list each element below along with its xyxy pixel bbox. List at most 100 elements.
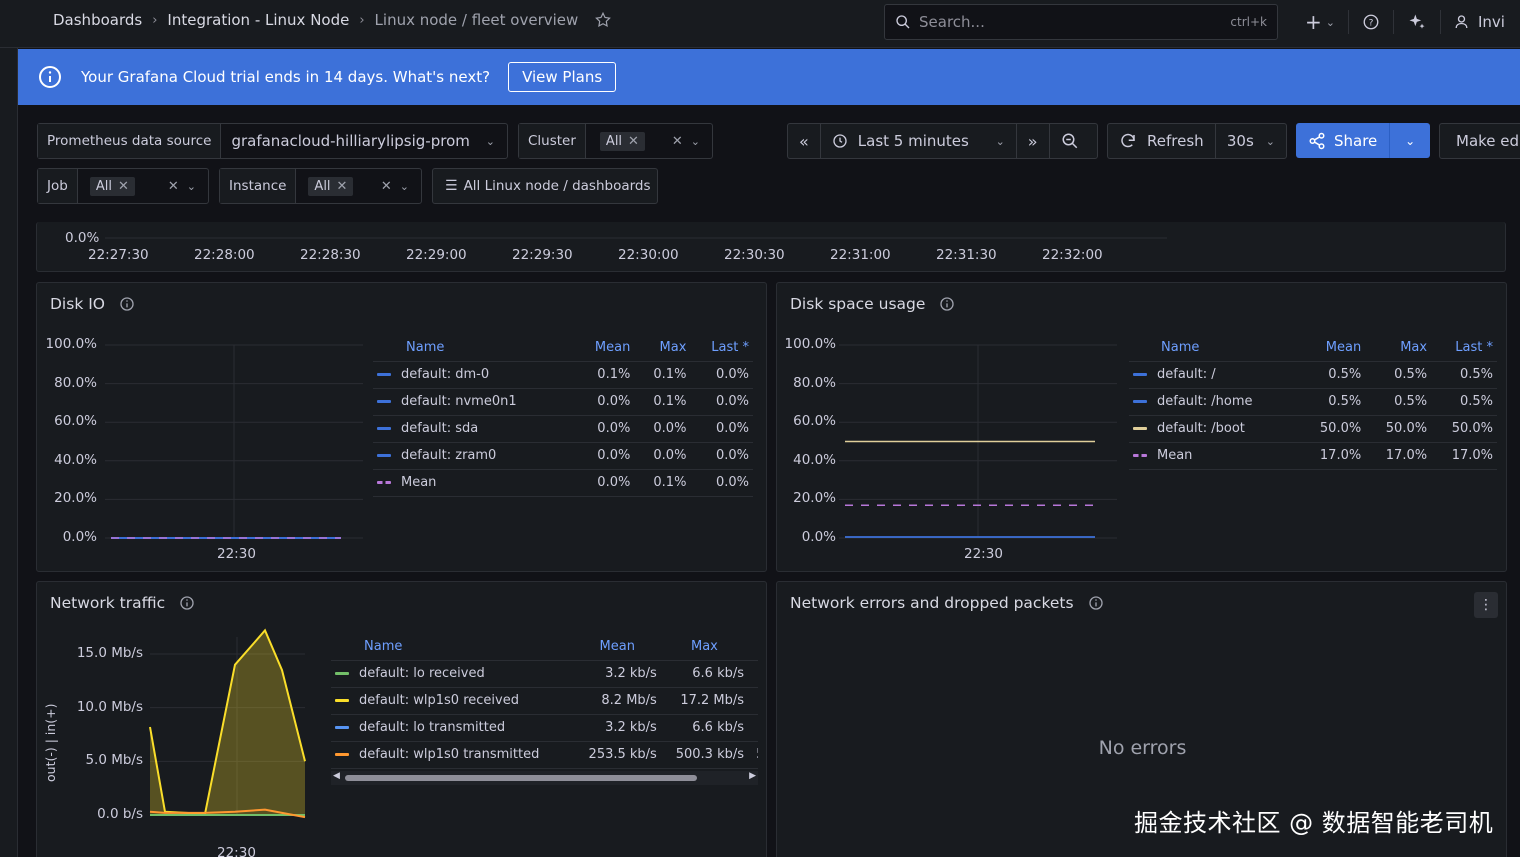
x-tick: 22:32:00 — [1042, 247, 1103, 263]
legend-row[interactable]: default: zram0 0.0% 0.0% 0.0% — [373, 442, 753, 470]
cluster-chip[interactable]: All ✕ — [599, 131, 645, 151]
trial-banner: Your Grafana Cloud trial ends in 14 days… — [18, 49, 1520, 105]
legend-row[interactable]: default: wlp1s0 received 8.2 Mb/s 17.2 Mb/… — [331, 687, 758, 715]
legend-header-last[interactable]: Last * — [690, 335, 753, 362]
job-label: Job — [38, 169, 78, 203]
x-tick: 22:28:00 — [194, 247, 255, 263]
time-back-button[interactable]: « — [788, 124, 821, 158]
chevron-down-icon: ⌄ — [485, 134, 495, 148]
legend-name-cell: default: dm-0 — [373, 361, 575, 389]
view-plans-button[interactable]: View Plans — [508, 62, 617, 92]
cluster-label: Cluster — [519, 124, 586, 158]
chevrons-left-icon: « — [799, 131, 809, 151]
series-color-swatch — [377, 373, 391, 376]
series-color-swatch — [377, 454, 391, 457]
legend-max-cell: 17.2 Mb/s — [660, 687, 749, 715]
legend-header-last[interactable]: Last * — [1431, 335, 1497, 362]
legend-row[interactable]: default: nvme0n1 0.0% 0.1% 0.0% — [373, 388, 753, 416]
time-range-label: Last 5 minutes — [857, 132, 969, 150]
assistant-button[interactable] — [1394, 10, 1441, 34]
disk-space-plot — [839, 344, 1117, 539]
search-input[interactable]: Search... ctrl+k — [884, 4, 1278, 40]
legend-row[interactable]: Mean 17.0% 17.0% 17.0% — [1129, 442, 1497, 470]
legend-last-cell: 5. — [748, 687, 758, 715]
legend-header-mean[interactable]: Mean — [574, 335, 635, 362]
legend-mean-cell: 0.0% — [574, 442, 635, 470]
make-editable-button[interactable]: Make ed — [1439, 123, 1520, 159]
zoom-out-button[interactable] — [1050, 124, 1090, 158]
refresh-label: Refresh — [1147, 132, 1204, 150]
legend-row[interactable]: default: /home 0.5% 0.5% 0.5% — [1129, 388, 1497, 416]
refresh-button[interactable]: Refresh — [1108, 124, 1216, 158]
x-tick: 22:31:00 — [830, 247, 891, 263]
legend-last-cell: 0.5% — [1431, 361, 1497, 389]
new-button[interactable]: + ⌄ — [1292, 10, 1349, 34]
horizontal-scrollbar[interactable]: ◀ ▶ — [331, 770, 758, 785]
legend-row[interactable]: default: /0.5% 0.5% 0.5% — [1129, 361, 1497, 389]
series-color-swatch — [335, 672, 349, 675]
chevron-down-icon: ⌄ — [1405, 133, 1416, 148]
legend-row[interactable]: default: dm-0 0.1% 0.1% 0.0% — [373, 361, 753, 389]
clear-icon[interactable]: ✕ — [380, 178, 392, 194]
y-tick: 15.0 Mb/s — [76, 645, 143, 661]
network-traffic-panel: Network traffic out(-) | in(+) 15.0 Mb/s… — [36, 581, 767, 857]
time-range-button[interactable]: Last 5 minutes ⌄ — [821, 124, 1017, 158]
help-button[interactable]: ? — [1349, 10, 1394, 34]
scroll-left-icon[interactable]: ◀ — [333, 770, 340, 781]
scroll-right-icon[interactable]: ▶ — [749, 770, 756, 781]
legend-header-max[interactable]: Max — [660, 634, 749, 661]
legend-name-cell: default: nvme0n1 — [373, 388, 575, 416]
clear-icon[interactable]: ✕ — [167, 178, 179, 194]
remove-icon[interactable]: ✕ — [628, 133, 639, 149]
job-chip[interactable]: All ✕ — [89, 176, 135, 196]
share-button[interactable]: Share — [1296, 123, 1391, 158]
panel-menu-button[interactable]: ⋮ — [1474, 592, 1498, 618]
clock-icon — [833, 134, 847, 148]
disk-io-legend: Name Mean Max Last * default: dm-0 0.1% 0.… — [373, 335, 753, 497]
breadcrumb-integration[interactable]: Integration - Linux Node — [167, 11, 350, 29]
share-icon — [1309, 132, 1325, 149]
breadcrumb-dashboards[interactable]: Dashboards — [53, 11, 143, 29]
info-icon[interactable] — [119, 296, 135, 312]
legend-row[interactable]: default: lo transmitted 3.2 kb/s6.6 kb/s6 — [331, 714, 758, 742]
y-tick: 40.0% — [793, 451, 836, 468]
legend-header-name[interactable]: Name — [1129, 335, 1300, 362]
legend-row[interactable]: default: sda 0.0% 0.0% 0.0% — [373, 415, 753, 443]
x-tick: 22:31:30 — [936, 247, 997, 263]
y-tick: 80.0% — [54, 374, 97, 391]
sparkle-icon — [1409, 14, 1425, 29]
legend-header-name[interactable]: Name — [331, 634, 574, 661]
scrollbar-thumb[interactable] — [345, 774, 697, 781]
legend-row[interactable]: Mean 0.0% 0.1% 0.0% — [373, 469, 753, 497]
network-errors-panel: Network errors and dropped packets ⋮ No … — [776, 581, 1507, 857]
instance-chip[interactable]: All ✕ — [308, 176, 354, 196]
legend-header-max[interactable]: Max — [634, 335, 691, 362]
refresh-interval-select[interactable]: 30s ⌄ — [1216, 124, 1286, 158]
datasource-select[interactable]: grafanacloud-hilliarylipsig-prom — [231, 132, 470, 150]
legend-mean-cell: 17.0% — [1299, 442, 1366, 470]
legend-header-mean[interactable]: Mean — [1299, 335, 1366, 362]
star-icon[interactable] — [594, 11, 612, 29]
time-forward-button[interactable]: » — [1017, 124, 1050, 158]
legend-header-name[interactable]: Name — [373, 335, 575, 362]
dashboards-link[interactable]: ☰ All Linux node / dashboards — [432, 168, 658, 204]
legend-row[interactable]: default: lo received 3.2 kb/s6.6 kb/s6 — [331, 660, 758, 688]
legend-row[interactable]: default: /boot 50.0% 50.0% 50.0% — [1129, 415, 1497, 443]
legend-header-max[interactable]: Max — [1365, 335, 1432, 362]
info-icon[interactable] — [179, 595, 195, 611]
search-placeholder: Search... — [919, 13, 985, 31]
refresh-picker: Refresh 30s ⌄ — [1107, 123, 1287, 159]
legend-last-cell: 0.0% — [690, 388, 753, 416]
search-shortcut: ctrl+k — [1230, 15, 1267, 29]
legend-row[interactable]: default: wlp1s0 transmitted 253.5 kb/s 500… — [331, 741, 758, 769]
network-traffic-plot — [149, 628, 306, 819]
remove-icon[interactable]: ✕ — [117, 178, 129, 194]
chevron-down-icon: ⌄ — [1325, 15, 1335, 29]
share-dropdown-button[interactable]: ⌄ — [1390, 134, 1430, 148]
remove-icon[interactable]: ✕ — [336, 178, 348, 194]
info-icon[interactable] — [939, 296, 955, 312]
info-icon[interactable] — [1088, 595, 1104, 611]
invite-button[interactable]: Invi — [1441, 10, 1518, 34]
clear-icon[interactable]: ✕ — [671, 133, 683, 149]
legend-header-mean[interactable]: Mean — [573, 634, 661, 661]
